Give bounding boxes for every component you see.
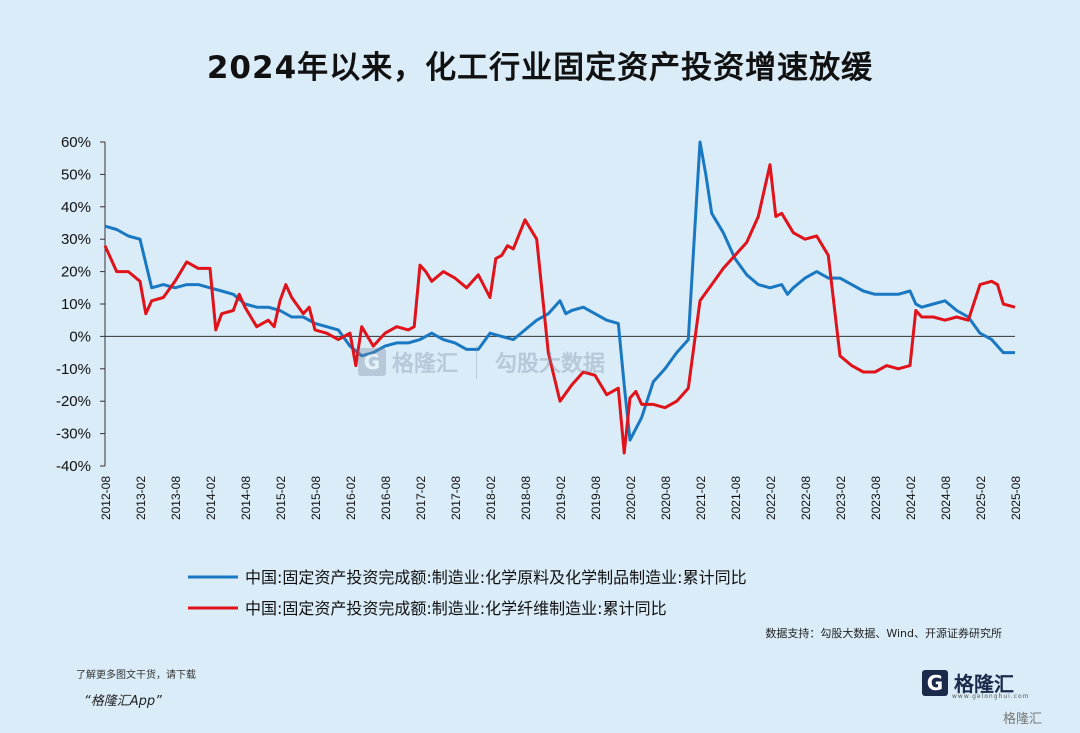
- x-tick-label: 2013-02: [134, 476, 148, 520]
- footer-note: 了解更多图文干货，请下载: [76, 670, 196, 681]
- series-line-chemical-raw-materials: [104, 140, 1015, 442]
- x-tick-label: 2023-08: [869, 476, 883, 520]
- x-tick-label: 2015-02: [274, 476, 288, 520]
- y-tick-label: -40%: [56, 458, 91, 475]
- x-tick-label: 2024-08: [939, 476, 953, 520]
- y-tick-label: -20%: [56, 393, 91, 410]
- y-tick-label: 60%: [61, 134, 91, 151]
- x-tick-label: 2019-08: [589, 476, 603, 520]
- x-tick-label: 2012-08: [99, 476, 113, 520]
- x-tick-label: 2018-08: [519, 476, 533, 520]
- brand-logo: G 格隆汇: [922, 668, 1014, 697]
- y-tick-label: 10%: [61, 296, 91, 313]
- series-line-chemical-fiber: [103, 163, 1016, 455]
- watermark-text-left: 格隆汇: [392, 352, 459, 377]
- x-tick-label: 2020-08: [659, 476, 673, 520]
- x-tick-label: 2018-02: [484, 476, 498, 520]
- logo-subtitle: www.gelonghui.com: [952, 693, 1030, 700]
- legend-label: 中国:固定资产投资完成额:制造业:化学原料及化学制品制造业:累计同比: [245, 568, 747, 587]
- x-tick-label: 2022-02: [764, 476, 778, 520]
- x-tick-label: 2017-08: [449, 476, 463, 520]
- x-tick-label: 2021-08: [729, 476, 743, 520]
- x-tick-label: 2015-08: [309, 476, 323, 520]
- x-tick-label: 2016-02: [344, 476, 358, 520]
- y-tick-label: -30%: [56, 426, 91, 443]
- y-tick-label: 20%: [61, 264, 91, 281]
- x-tick-label: 2022-08: [799, 476, 813, 520]
- x-tick-label: 2016-08: [379, 476, 393, 520]
- logo-g-icon: G: [922, 669, 948, 696]
- chart-title: 2024年以来，化工行业固定资产投资增速放缓: [206, 50, 874, 86]
- x-tick-label: 2017-02: [414, 476, 428, 520]
- watermark-logo-icon: G: [358, 348, 386, 376]
- y-tick-label: 30%: [61, 231, 91, 248]
- x-tick-label: 2021-02: [694, 476, 708, 520]
- x-tick-label: 2025-02: [974, 476, 988, 520]
- x-tick-label: 2014-02: [204, 476, 218, 520]
- y-tick-label: 50%: [61, 166, 91, 183]
- x-tick-label: 2019-02: [554, 476, 568, 520]
- y-tick-label: 40%: [61, 199, 91, 216]
- watermark-text-right: 勾股大数据: [495, 352, 606, 377]
- legend-label: 中国:固定资产投资完成额:制造业:化学纤维制造业:累计同比: [245, 599, 667, 618]
- x-tick-label: 2024-02: [904, 476, 918, 520]
- x-tick-label: 2023-02: [834, 476, 848, 520]
- footer-app-link[interactable]: “格隆汇App”: [84, 694, 162, 709]
- x-tick-label: 2013-08: [169, 476, 183, 520]
- data-source: 数据支持：勾股大数据、Wind、开源证券研究所: [765, 627, 1002, 640]
- corner-watermark: 格隆汇: [1003, 712, 1043, 727]
- y-tick-label: -10%: [56, 361, 91, 378]
- x-tick-label: 2014-08: [239, 476, 253, 520]
- logo-text: 格隆汇: [954, 672, 1014, 696]
- x-tick-label: 2025-08: [1009, 476, 1023, 520]
- x-tick-label: 2020-02: [624, 476, 638, 520]
- y-tick-label: 0%: [69, 328, 91, 345]
- watermark-divider: [476, 345, 478, 379]
- center-watermark: G 格隆汇 勾股大数据: [358, 345, 605, 379]
